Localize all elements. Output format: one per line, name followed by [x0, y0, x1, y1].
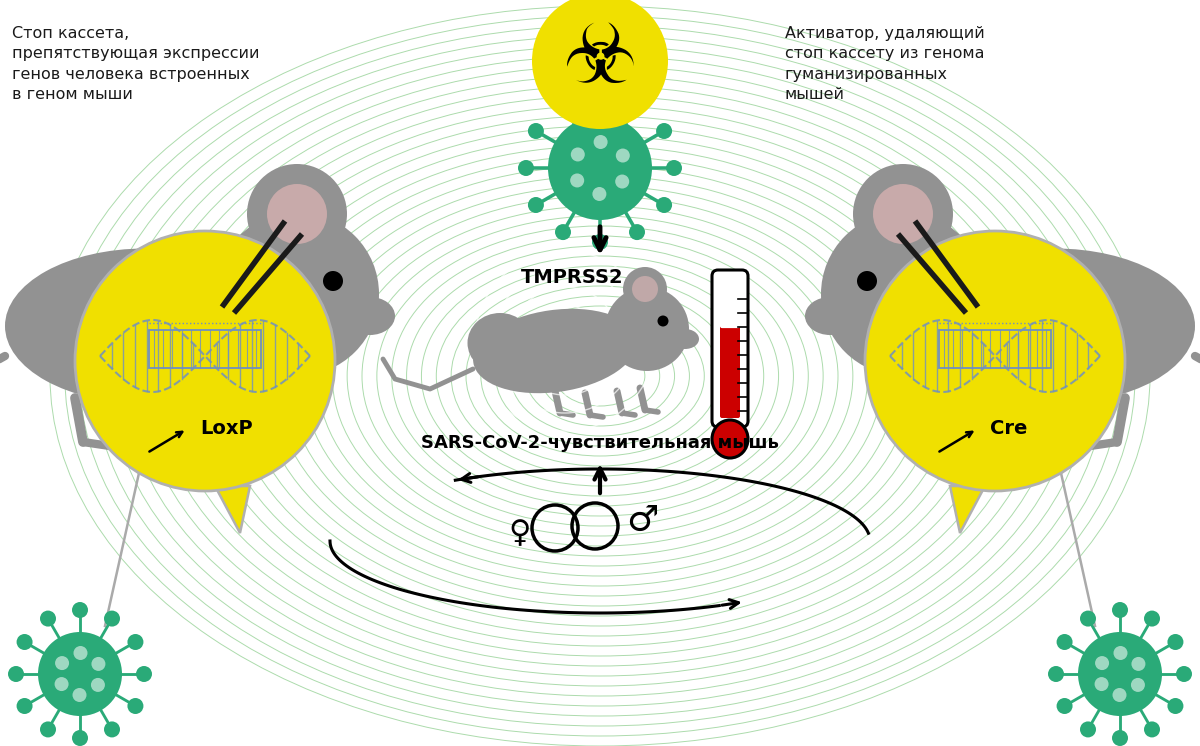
Circle shape: [1094, 677, 1109, 691]
Circle shape: [8, 666, 24, 682]
Circle shape: [532, 0, 668, 129]
Circle shape: [1144, 610, 1160, 627]
Circle shape: [1080, 721, 1096, 738]
Circle shape: [72, 730, 88, 746]
Circle shape: [594, 135, 607, 149]
Circle shape: [656, 197, 672, 213]
Circle shape: [623, 267, 667, 311]
Circle shape: [1112, 688, 1127, 702]
Text: Стоп кассета,
препятствующая экспрессии
генов человека встроенных
в геном мыши: Стоп кассета, препятствующая экспрессии …: [12, 26, 259, 102]
Circle shape: [91, 678, 104, 692]
Circle shape: [592, 86, 608, 102]
Ellipse shape: [671, 329, 698, 349]
Ellipse shape: [473, 309, 637, 393]
Circle shape: [104, 721, 120, 738]
Circle shape: [629, 224, 646, 240]
Circle shape: [247, 164, 347, 264]
Ellipse shape: [346, 297, 395, 335]
FancyBboxPatch shape: [720, 324, 740, 418]
Text: LoxP: LoxP: [200, 419, 253, 439]
Bar: [149, 330, 262, 368]
FancyBboxPatch shape: [720, 278, 740, 328]
Circle shape: [592, 234, 608, 250]
Circle shape: [1168, 698, 1183, 714]
Circle shape: [571, 148, 584, 161]
Circle shape: [1176, 666, 1192, 682]
Circle shape: [1114, 646, 1128, 660]
Circle shape: [666, 160, 682, 176]
Circle shape: [215, 212, 379, 376]
Text: ☣: ☣: [563, 19, 637, 99]
Circle shape: [857, 271, 877, 291]
Circle shape: [72, 688, 86, 702]
Circle shape: [605, 287, 689, 371]
Circle shape: [73, 646, 88, 660]
Circle shape: [656, 123, 672, 139]
Circle shape: [17, 634, 32, 650]
Circle shape: [1056, 698, 1073, 714]
Circle shape: [554, 224, 571, 240]
Circle shape: [1112, 730, 1128, 746]
Circle shape: [528, 197, 544, 213]
Circle shape: [616, 175, 629, 189]
Circle shape: [1056, 634, 1073, 650]
Circle shape: [40, 721, 56, 738]
Circle shape: [127, 698, 144, 714]
Ellipse shape: [916, 248, 1195, 404]
Text: Cre: Cre: [990, 419, 1027, 439]
Circle shape: [1080, 610, 1096, 627]
FancyBboxPatch shape: [712, 270, 748, 427]
Circle shape: [658, 316, 668, 327]
Circle shape: [1112, 602, 1128, 618]
Circle shape: [570, 174, 584, 187]
Circle shape: [821, 212, 985, 376]
Bar: [938, 330, 1051, 368]
Circle shape: [136, 666, 152, 682]
Circle shape: [1144, 721, 1160, 738]
Circle shape: [38, 632, 122, 716]
Circle shape: [127, 634, 144, 650]
Circle shape: [54, 677, 68, 691]
Circle shape: [1132, 657, 1146, 671]
Text: TMPRSS2: TMPRSS2: [521, 268, 623, 287]
Circle shape: [104, 610, 120, 627]
Circle shape: [593, 187, 606, 201]
Circle shape: [55, 656, 70, 670]
Ellipse shape: [468, 313, 533, 373]
Circle shape: [1096, 656, 1109, 670]
Text: ♂: ♂: [626, 504, 658, 538]
Circle shape: [518, 160, 534, 176]
Circle shape: [528, 123, 544, 139]
Text: SARS-CoV-2-чувствительная мышь: SARS-CoV-2-чувствительная мышь: [421, 434, 779, 452]
Circle shape: [266, 184, 326, 244]
Polygon shape: [950, 486, 985, 533]
Circle shape: [1048, 666, 1064, 682]
Circle shape: [91, 657, 106, 671]
Circle shape: [40, 610, 56, 627]
Circle shape: [632, 276, 658, 302]
Circle shape: [74, 231, 335, 491]
Text: ♀: ♀: [509, 519, 532, 548]
Ellipse shape: [805, 297, 856, 335]
Polygon shape: [215, 486, 250, 533]
Circle shape: [629, 96, 646, 112]
Ellipse shape: [712, 420, 748, 458]
Circle shape: [323, 271, 343, 291]
Circle shape: [72, 602, 88, 618]
Circle shape: [554, 96, 571, 112]
Circle shape: [17, 698, 32, 714]
Circle shape: [1078, 632, 1162, 716]
Circle shape: [1168, 634, 1183, 650]
Circle shape: [853, 164, 953, 264]
Circle shape: [548, 116, 652, 220]
Circle shape: [616, 148, 630, 163]
Circle shape: [874, 184, 934, 244]
Ellipse shape: [5, 248, 286, 404]
Text: Активатор, удаляющий
стоп кассету из генома
гуманизированных
мышей: Активатор, удаляющий стоп кассету из ген…: [785, 26, 985, 102]
Circle shape: [1130, 678, 1145, 692]
Circle shape: [865, 231, 1126, 491]
